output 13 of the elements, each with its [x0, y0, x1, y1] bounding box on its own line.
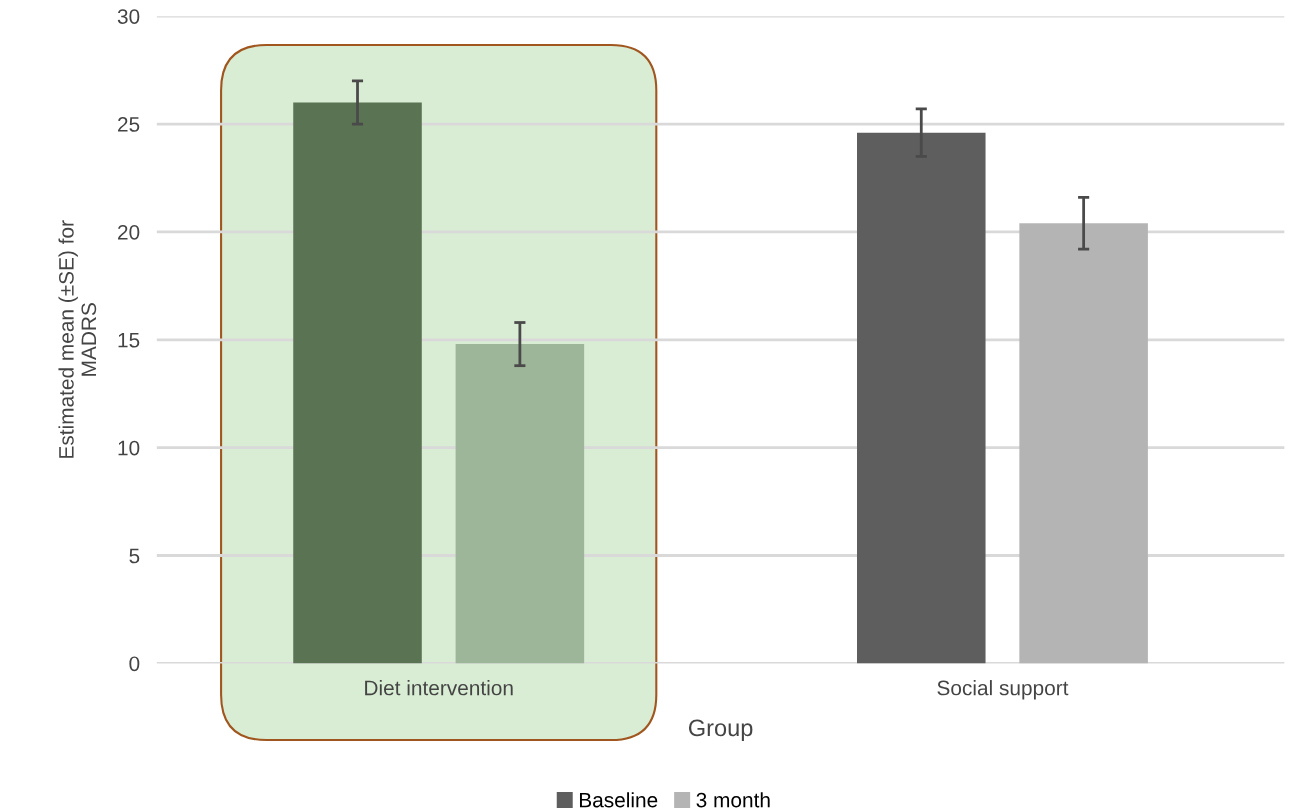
- legend-label: Baseline: [579, 792, 658, 808]
- x-tick-label: Social support: [937, 680, 1069, 700]
- y-tick-label: 30: [117, 9, 140, 24]
- y-tick-label: 10: [118, 440, 140, 456]
- y-tick-label: 15: [118, 333, 140, 348]
- y-tick-label: 20: [118, 224, 140, 240]
- y-tick-label: 5: [129, 548, 140, 564]
- y-axis-title: Estimated mean (±SE) for MADRS: [58, 220, 97, 458]
- y-tick-label: 0: [129, 656, 140, 672]
- legend-label: 3 month: [696, 792, 770, 808]
- x-axis-title: Group: [688, 719, 753, 741]
- x-tick-label: Diet intervention: [365, 680, 513, 696]
- y-tick-label: 25: [118, 117, 140, 132]
